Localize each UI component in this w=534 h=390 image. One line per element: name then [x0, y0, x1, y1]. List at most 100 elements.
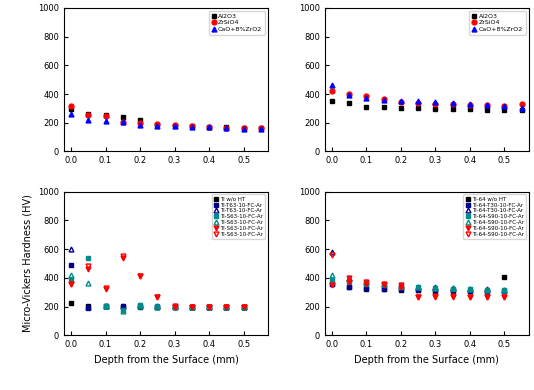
CaO+8%ZrO2: [519, 106, 525, 110]
CaO+8%ZrO2: [501, 104, 508, 108]
Ti-T63-10-FC-Ar: [103, 303, 109, 308]
CaO+8%ZrO2: [240, 126, 247, 131]
Ti-S63-10-FC-Ar: [85, 255, 91, 260]
Al2O3: [103, 113, 109, 118]
ZrSiO4: [346, 92, 352, 96]
ZrSiO4: [450, 102, 456, 107]
Ti-T63-10-FC-Ar: [189, 305, 195, 309]
ZrSiO4: [363, 94, 370, 99]
Ti-64-S90-10-FC-Ar: [450, 286, 456, 291]
Legend: Ti w/o HT, Ti-T63-10-FC-Ar, Ti-T63-10-FC-Ar, Ti-S63-10-FC-Ar, Ti-S63-10-FC-Ar, T: Ti w/o HT, Ti-T63-10-FC-Ar, Ti-T63-10-FC…: [211, 195, 265, 239]
ZrSiO4: [432, 101, 438, 106]
Ti-S63-10-FC-Ar: [189, 304, 195, 309]
Line: Al2O3: Al2O3: [68, 107, 263, 131]
Ti w/o HT: [137, 304, 143, 309]
Ti-T63-10-FC-Ar: [137, 303, 143, 308]
Ti-64-T30-10-FC-Ar: [398, 287, 404, 292]
Ti-64-S90-10-FC-Ar: [380, 283, 387, 287]
Ti-S63-10-FC-Ar: [120, 308, 126, 313]
Ti-64-S90-10-FC-Ar: [501, 295, 508, 300]
Ti-64-T30-10-FC-Ar: [398, 283, 404, 287]
CaO+8%ZrO2: [258, 127, 264, 131]
Ti-64 w/o HT: [484, 289, 490, 294]
Al2O3: [501, 108, 508, 112]
Ti-64-S90-10-FC-Ar: [398, 284, 404, 288]
X-axis label: Depth from the Surface (mm): Depth from the Surface (mm): [355, 355, 499, 365]
Al2O3: [137, 118, 143, 122]
Ti w/o HT: [68, 301, 74, 305]
Ti-64-S90-10-FC-Ar: [346, 279, 352, 284]
Line: Ti-S63-10-FC-Ar: Ti-S63-10-FC-Ar: [68, 255, 246, 309]
Al2O3: [363, 105, 370, 109]
Ti-S63-10-FC-Ar: [206, 304, 213, 309]
Ti-T63-10-FC-Ar: [120, 303, 126, 308]
Al2O3: [346, 101, 352, 106]
Al2O3: [120, 115, 126, 119]
Ti w/o HT: [240, 305, 247, 309]
CaO+8%ZrO2: [346, 92, 352, 97]
Ti-S63-10-FC-Ar: [223, 304, 230, 309]
CaO+8%ZrO2: [223, 126, 230, 131]
CaO+8%ZrO2: [328, 82, 335, 87]
ZrSiO4: [137, 121, 143, 125]
Ti-64-T30-10-FC-Ar: [501, 287, 508, 292]
Ti-64-T30-10-FC-Ar: [467, 286, 473, 291]
Ti-64-S90-10-FC-Ar: [484, 295, 490, 300]
Ti-64 w/o HT: [501, 275, 508, 279]
Ti w/o HT: [120, 304, 126, 309]
Al2O3: [154, 122, 161, 127]
Ti-T63-10-FC-Ar: [223, 305, 230, 309]
CaO+8%ZrO2: [103, 119, 109, 123]
CaO+8%ZrO2: [189, 124, 195, 129]
Line: Ti-S63-10-FC-Ar: Ti-S63-10-FC-Ar: [68, 255, 246, 313]
ZrSiO4: [189, 124, 195, 128]
Al2O3: [206, 124, 213, 129]
Ti-64-S90-10-FC-Ar: [346, 279, 352, 284]
Ti-S63-10-FC-Ar: [171, 304, 178, 309]
Ti-64 w/o HT: [467, 289, 473, 294]
Ti-T63-10-FC-Ar: [120, 303, 126, 308]
Ti-64 w/o HT: [415, 288, 421, 292]
Ti-64-T30-10-FC-Ar: [484, 287, 490, 291]
Ti-64 w/o HT: [432, 289, 438, 293]
Al2O3: [240, 126, 247, 130]
ZrSiO4: [103, 113, 109, 118]
Ti-64-S90-10-FC-Ar: [501, 288, 508, 292]
Ti-64-T30-10-FC-Ar: [450, 285, 456, 290]
Line: CaO+8%ZrO2: CaO+8%ZrO2: [68, 112, 263, 131]
Ti-S63-10-FC-Ar: [171, 303, 178, 308]
Ti-64-S90-10-FC-Ar: [415, 295, 421, 300]
Ti-S63-10-FC-Ar: [154, 304, 161, 309]
ZrSiO4: [85, 112, 91, 117]
Line: Ti-64-T30-10-FC-Ar: Ti-64-T30-10-FC-Ar: [329, 281, 507, 293]
Line: Ti-64-S90-10-FC-Ar: Ti-64-S90-10-FC-Ar: [329, 273, 507, 292]
Ti-S63-10-FC-Ar: [137, 273, 143, 278]
Al2O3: [85, 112, 91, 116]
Ti w/o HT: [154, 304, 161, 309]
Line: Ti-64-S90-10-FC-Ar: Ti-64-S90-10-FC-Ar: [329, 279, 507, 300]
Al2O3: [258, 126, 264, 131]
Ti-S63-10-FC-Ar: [103, 303, 109, 308]
ZrSiO4: [68, 104, 74, 108]
Ti-64-S90-10-FC-Ar: [380, 281, 387, 286]
Ti-S63-10-FC-Ar: [85, 264, 91, 269]
Line: Ti-S63-10-FC-Ar: Ti-S63-10-FC-Ar: [68, 273, 246, 314]
Ti-S63-10-FC-Ar: [120, 255, 126, 260]
Ti-S63-10-FC-Ar: [103, 303, 109, 308]
CaO+8%ZrO2: [206, 125, 213, 130]
Al2O3: [432, 106, 438, 111]
Ti-T63-10-FC-Ar: [85, 304, 91, 309]
Ti-64-T30-10-FC-Ar: [501, 289, 508, 293]
Ti-T63-10-FC-Ar: [85, 306, 91, 311]
Y-axis label: Micro-Vickers Hardness (HV): Micro-Vickers Hardness (HV): [22, 195, 33, 333]
Ti-64-S90-10-FC-Ar: [346, 277, 352, 282]
Legend: Al2O3, ZrSiO4, CaO+8%ZrO2: Al2O3, ZrSiO4, CaO+8%ZrO2: [209, 11, 265, 35]
CaO+8%ZrO2: [450, 101, 456, 105]
Ti-S63-10-FC-Ar: [171, 304, 178, 309]
CaO+8%ZrO2: [398, 99, 404, 103]
Ti-T63-10-FC-Ar: [68, 247, 74, 252]
Ti-S63-10-FC-Ar: [240, 304, 247, 309]
Ti-64-S90-10-FC-Ar: [415, 285, 421, 290]
Ti-S63-10-FC-Ar: [189, 304, 195, 309]
Ti-64-T30-10-FC-Ar: [415, 287, 421, 292]
